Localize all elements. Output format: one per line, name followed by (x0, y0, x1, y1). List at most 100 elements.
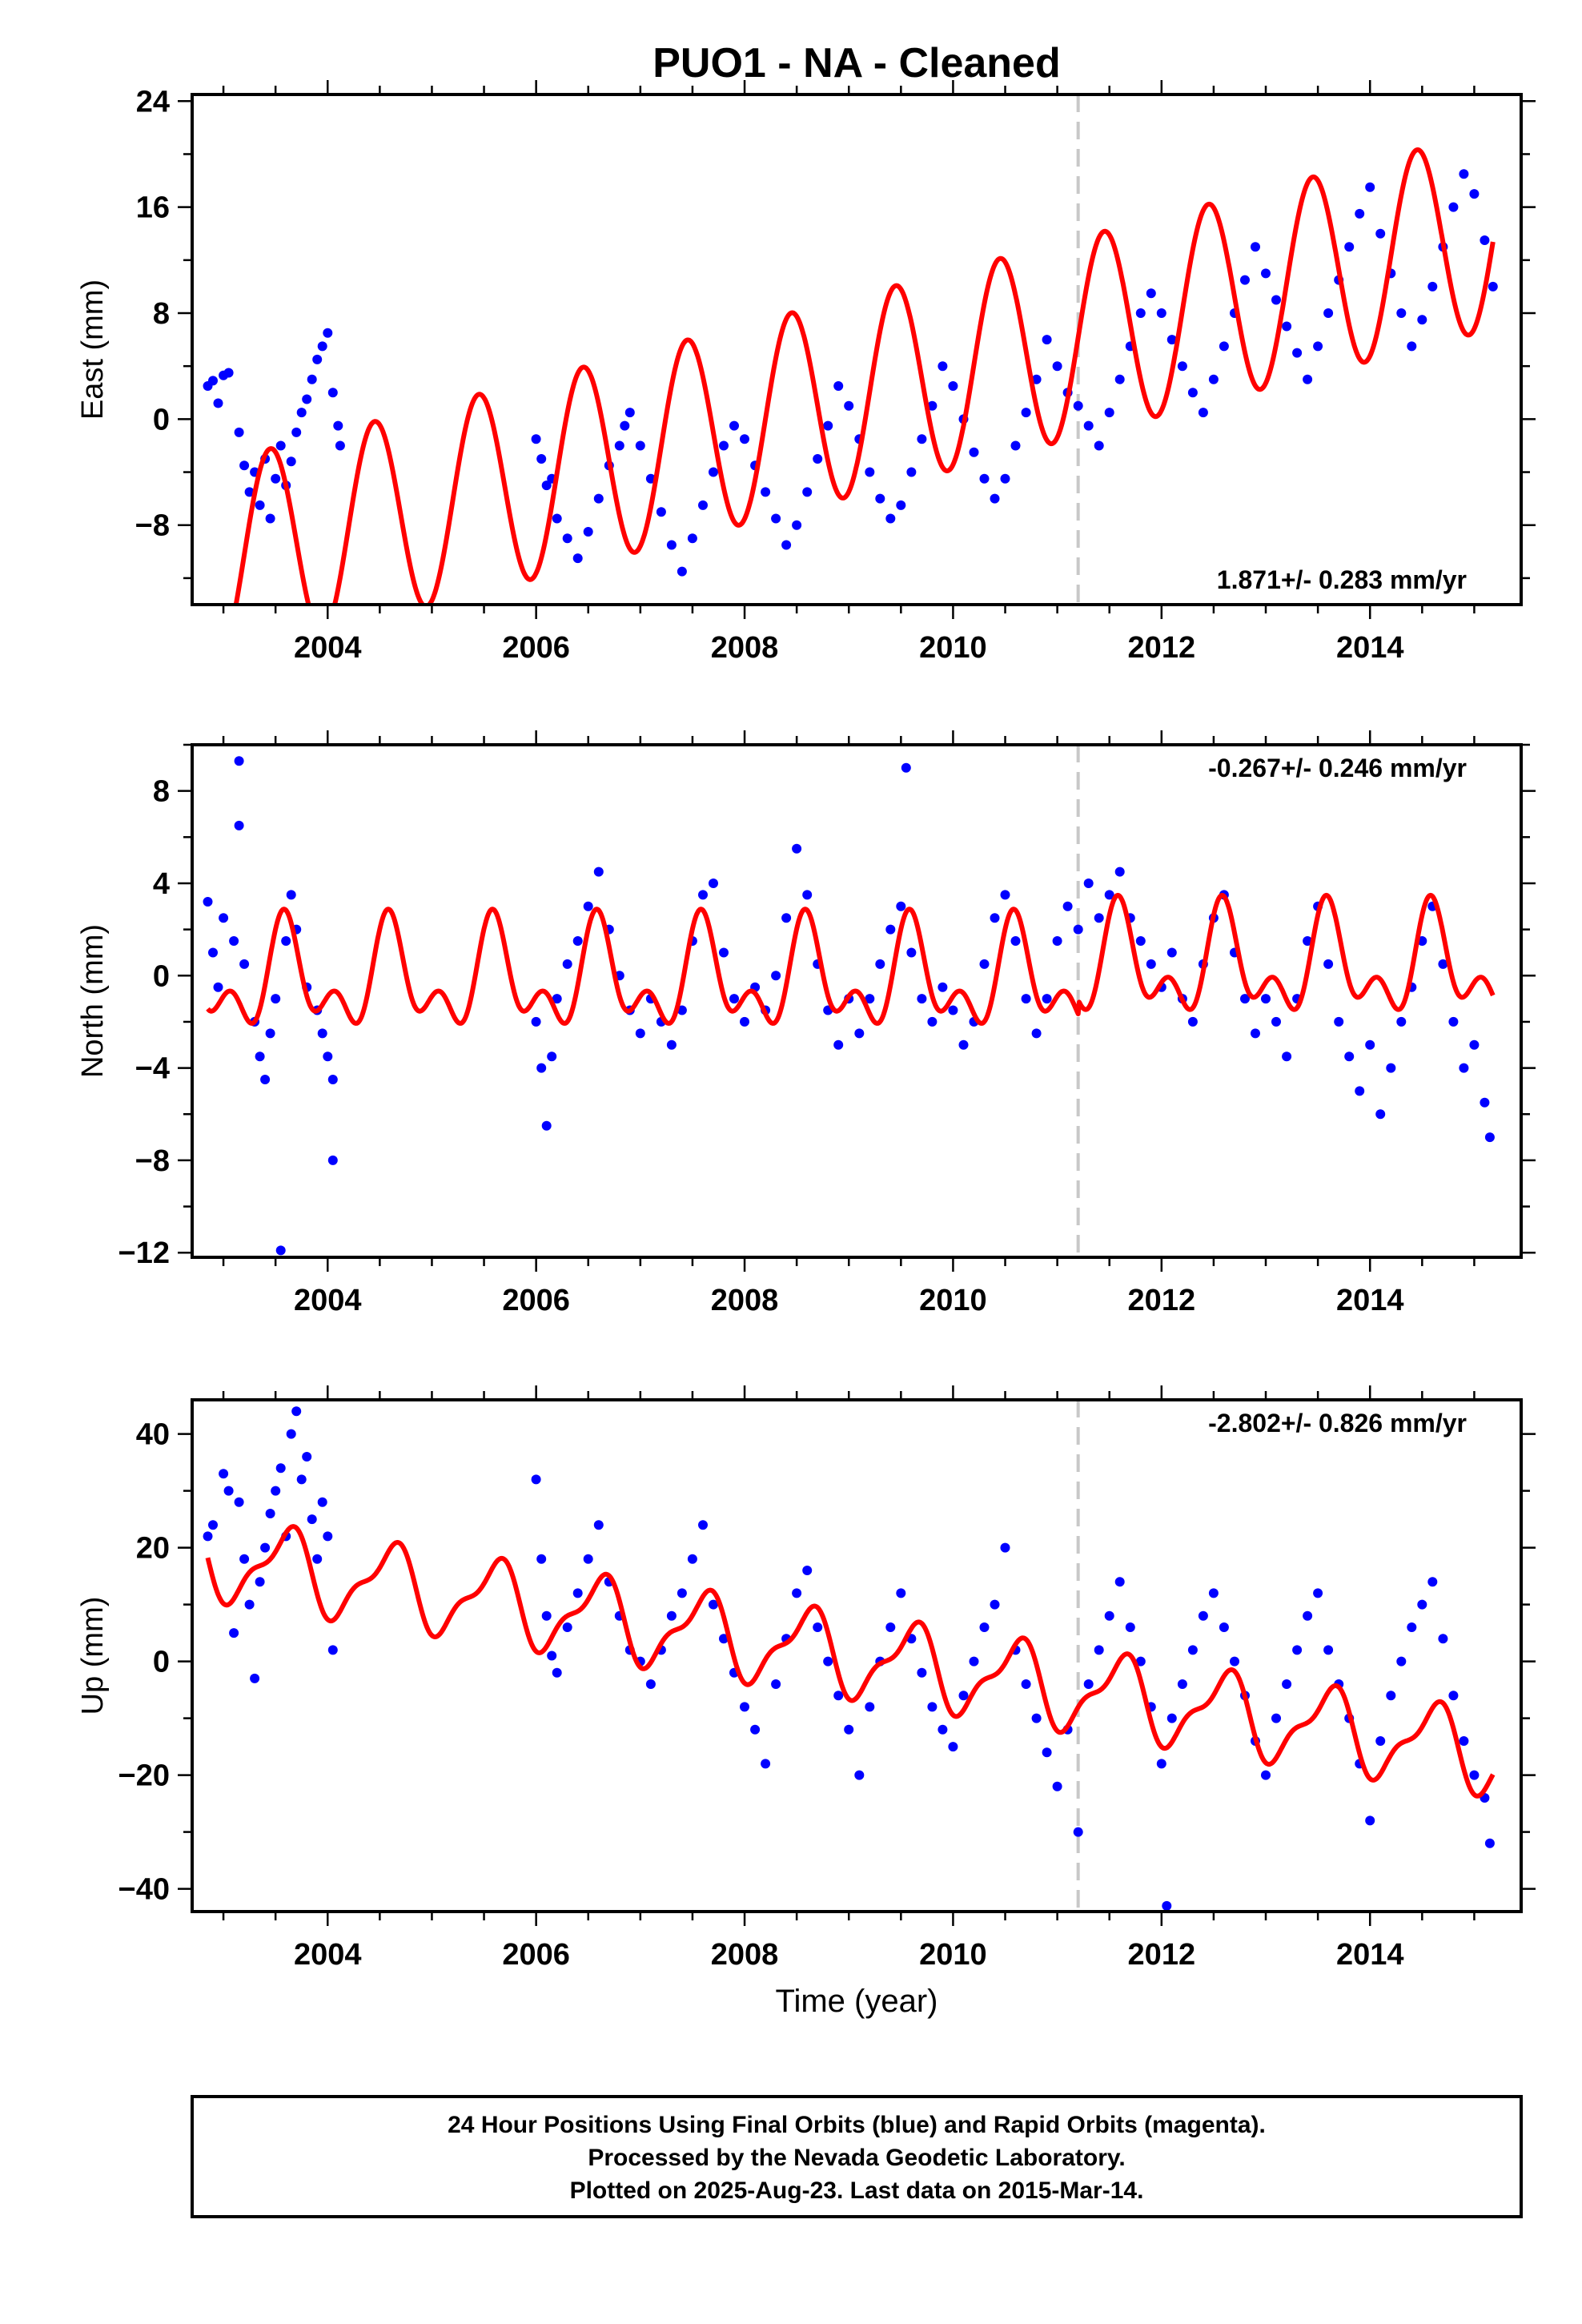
up-data-point (709, 1599, 718, 1610)
north-data-point (1010, 936, 1021, 946)
north-data-point (572, 936, 583, 946)
east-data-point (234, 427, 244, 437)
north-data-point (219, 913, 229, 923)
up-frame (191, 1398, 1523, 1913)
east-data-point (335, 440, 345, 451)
up-x-tick-label: 2012 (1128, 1938, 1196, 1972)
up-data-point (1469, 1770, 1480, 1780)
footer-box (191, 2095, 1523, 2218)
north-data-point (854, 1028, 865, 1039)
east-data-point (213, 398, 223, 408)
north-data-point (792, 843, 802, 854)
north-data-point (1375, 1109, 1386, 1120)
north-y-tick-label: 8 (153, 775, 170, 809)
north-data-point (865, 994, 875, 1004)
up-data-point (1187, 1645, 1198, 1655)
up-data-point (938, 1724, 948, 1735)
north-data-point (938, 982, 948, 992)
north-frame (191, 743, 1523, 1259)
up-data-point (234, 1497, 244, 1507)
footer-line-3: Plotted on 2025-Aug-23. Last data on 201… (570, 2177, 1144, 2204)
north-data-point (281, 936, 291, 946)
north-data-point (901, 762, 911, 773)
north-data-point (875, 959, 885, 969)
up-data-point (719, 1634, 729, 1644)
up-data-point (1282, 1679, 1292, 1689)
east-data-point (583, 527, 593, 537)
up-data-point (229, 1628, 239, 1638)
north-plot-area (203, 745, 1496, 1257)
up-data-point (1042, 1747, 1052, 1758)
up-data-point (917, 1667, 927, 1678)
north-y-tick-label: 0 (153, 959, 170, 993)
up-data-point (1198, 1610, 1208, 1621)
east-data-point (1000, 473, 1010, 484)
east-data-point (624, 408, 635, 418)
up-data-point (275, 1463, 286, 1474)
east-data-point (802, 487, 813, 497)
up-data-point (1031, 1713, 1042, 1723)
north-data-point (1251, 1028, 1260, 1039)
up-data-point (1448, 1691, 1459, 1701)
north-data-point (771, 971, 781, 981)
east-data-point (896, 500, 906, 510)
north-data-point (317, 1028, 327, 1039)
east-data-point (740, 434, 749, 444)
north-data-point (1448, 1016, 1459, 1027)
east-data-point (635, 440, 645, 451)
up-data-point (286, 1429, 296, 1439)
north-data-point (271, 994, 281, 1004)
east-data-point (1219, 341, 1229, 352)
east-data-point (761, 487, 771, 497)
east-data-point (1114, 374, 1125, 384)
east-data-point (223, 368, 234, 378)
north-data-point (531, 1016, 541, 1027)
north-data-point (234, 756, 244, 766)
north-data-point (677, 1005, 687, 1015)
up-data-point (250, 1673, 260, 1683)
east-data-point (286, 456, 296, 467)
east-data-point (833, 381, 844, 391)
north-data-point (1187, 1016, 1198, 1027)
up-data-point (771, 1679, 781, 1689)
east-data-point (1488, 281, 1498, 292)
east-data-point (1303, 374, 1313, 384)
east-data-point (1448, 202, 1459, 212)
up-data-point (1021, 1679, 1031, 1689)
north-data-point (1083, 879, 1094, 888)
north-data-point (265, 1028, 275, 1039)
up-data-point (677, 1588, 687, 1598)
east-data-point (979, 473, 990, 484)
up-data-point (687, 1554, 697, 1564)
east-data-point (844, 400, 854, 411)
north-data-point (1166, 947, 1177, 958)
up-data-point (572, 1588, 583, 1598)
up-data-point (958, 1691, 969, 1701)
north-data-point (327, 1155, 338, 1165)
east-data-point (275, 440, 286, 451)
north-y-tick-label: −8 (135, 1144, 170, 1178)
north-data-point (208, 947, 218, 958)
north-data-point (583, 901, 593, 911)
north-data-point (1135, 936, 1146, 946)
east-data-point (666, 540, 677, 550)
up-data-point (1386, 1691, 1396, 1701)
north-data-point (635, 1028, 645, 1039)
east-data-point (938, 361, 948, 372)
east-data-point (1146, 288, 1156, 299)
east-data-point (906, 467, 917, 477)
up-data-point (1208, 1588, 1219, 1598)
up-data-point (854, 1770, 865, 1780)
up-data-point (1156, 1759, 1166, 1769)
up-data-point (547, 1651, 557, 1661)
up-data-point (1052, 1781, 1062, 1791)
up-data-point (792, 1588, 802, 1598)
north-data-point (740, 1016, 749, 1027)
up-data-point (1219, 1622, 1229, 1632)
north-data-point (1094, 913, 1104, 923)
up-data-point (1162, 1900, 1172, 1911)
east-data-point (865, 467, 875, 477)
up-data-point (698, 1520, 708, 1530)
up-data-point (1261, 1770, 1271, 1780)
north-data-point (906, 947, 917, 958)
